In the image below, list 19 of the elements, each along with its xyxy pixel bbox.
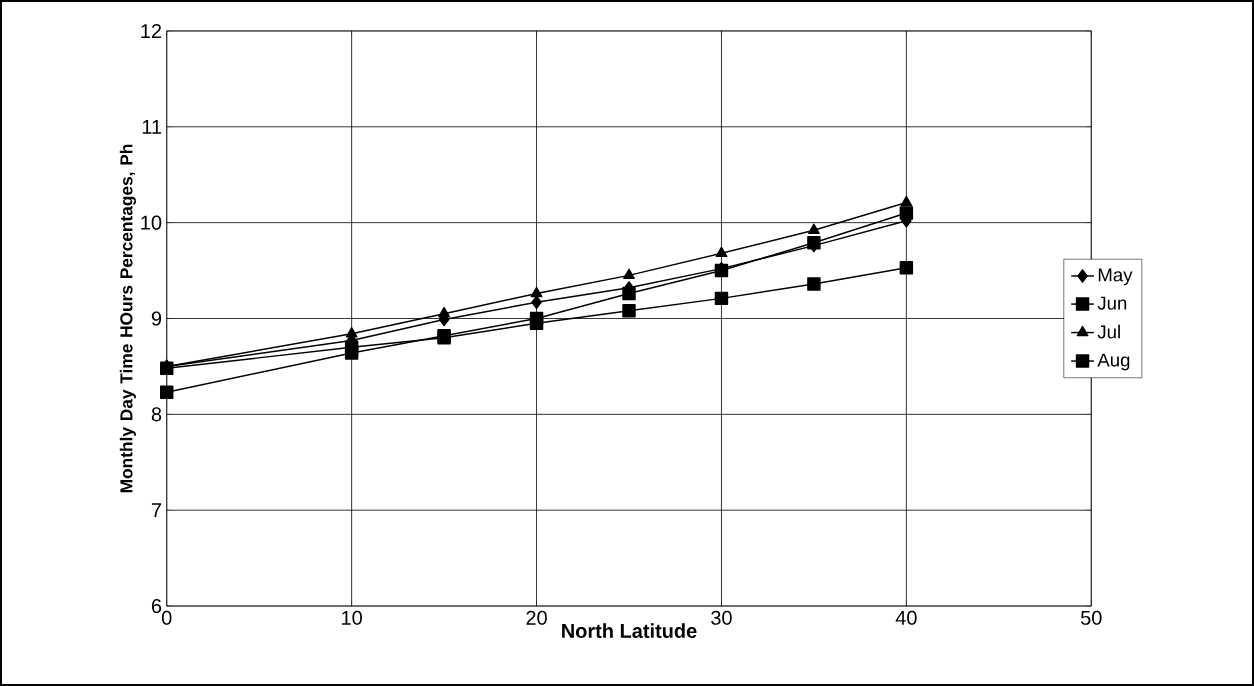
y-tick-label: 6	[151, 599, 162, 614]
x-tick-label: 10	[342, 610, 362, 625]
legend-label: Jun	[1097, 296, 1127, 310]
x-tick-label: 20	[526, 610, 547, 625]
legend-label: Aug	[1097, 353, 1130, 371]
y-tick-label: 7	[151, 503, 162, 518]
legend-label: Jul	[1097, 324, 1120, 339]
y-tick-label: 11	[142, 119, 162, 134]
y-tick-label: 12	[141, 24, 162, 38]
y-tick-label: 10	[141, 215, 162, 230]
y-axis-title: Monthly Day Time HOurs Percentages, Ph	[119, 144, 137, 493]
x-tick-label: 40	[895, 610, 917, 625]
y-tick-label: 9	[151, 311, 162, 326]
x-axis-title: North Latitude	[562, 623, 697, 639]
x-tick-label: 0	[161, 610, 172, 625]
x-tick-label: 30	[711, 610, 732, 625]
legend-label: May	[1098, 268, 1133, 286]
x-tick-label: 50	[1080, 610, 1102, 625]
y-tick-label: 8	[151, 407, 162, 422]
